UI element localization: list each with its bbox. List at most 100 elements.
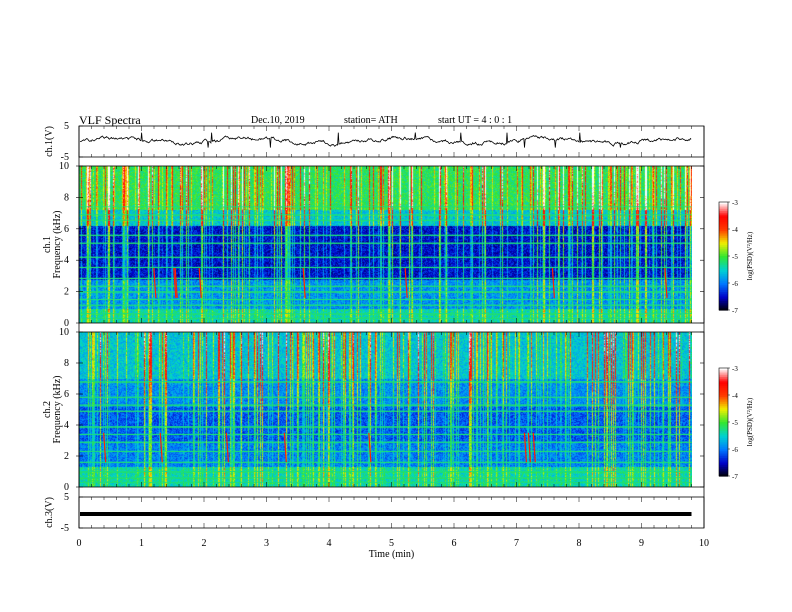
colorbar-swatch [719, 402, 728, 405]
ch2-spectrogram-colorbar: -3 -4 -5 -6 -7 log(PSD)(V²/Hz) [718, 365, 754, 481]
colorbar-swatch [719, 407, 728, 410]
tweek-mark [159, 432, 163, 463]
colorbar-tick: -4 [732, 226, 738, 234]
colorbar-swatch [719, 404, 728, 407]
colorbar-swatch [719, 299, 728, 302]
ch2-spectrogram-ytick: 10 [59, 327, 69, 338]
colorbar-tick: -3 [732, 199, 738, 207]
colorbar-swatch [719, 241, 728, 244]
ch1-spectrogram-channel-label: ch.1 [42, 236, 53, 253]
colorbar-swatch [719, 380, 728, 383]
tweek-mark [404, 268, 408, 298]
ch3-waveform-ytick: 5 [64, 492, 69, 503]
colorbar-swatch [719, 266, 728, 270]
colorbar-swatch [719, 456, 728, 459]
ch2-spectrogram-channel-label: ch.2 [42, 401, 53, 418]
colorbar-swatch [719, 470, 728, 473]
ch1-waveform-ylabel: ch.1(V) [44, 126, 55, 157]
tweek-mark [103, 432, 107, 463]
colorbar-swatch [719, 284, 728, 288]
colorbar-swatch [719, 450, 728, 454]
ch1-spectrogram-ylabel: Frequency (kHz) [52, 210, 63, 278]
colorbar-swatch [719, 396, 728, 400]
station-label: station= ATH [344, 115, 398, 126]
colorbar-tick: -7 [732, 473, 738, 481]
colorbar-swatch [719, 405, 728, 409]
colorbar-swatch [719, 252, 728, 255]
colorbar-swatch [719, 232, 728, 235]
colorbar-swatch [719, 265, 728, 268]
tweek-mark [174, 268, 178, 298]
colorbar-swatch [719, 290, 728, 293]
time-axis: 0 1 2 3 4 5 6 7 8 9 10 Time (min) [77, 126, 709, 560]
tweek-mark [527, 432, 531, 463]
colorbar-swatch [719, 420, 728, 423]
ch1-spectrogram-colorbar: -3 -4 -5 -6 -7 log(PSD)(V²/Hz) [718, 199, 754, 315]
colorbar-swatch [719, 371, 728, 374]
chart-title: VLF Spectra [79, 113, 141, 127]
colorbar-swatch [719, 434, 728, 437]
ch3-waveform: 5 -5 ch.3(V) [44, 492, 705, 534]
colorbar-swatch [719, 443, 728, 446]
tweek-mark [523, 432, 527, 463]
ch1-waveform-ytick: 5 [64, 121, 69, 132]
colorbar-swatch [719, 227, 728, 230]
colorbar-swatch [719, 377, 728, 380]
colorbar-swatch [719, 214, 728, 217]
ch2-spectrogram-ytick: 6 [64, 389, 69, 400]
colorbar-swatch [719, 297, 728, 300]
tweek-mark [283, 432, 287, 463]
time-axis-tick: 4 [327, 538, 332, 549]
tweek-mark [664, 268, 668, 298]
colorbar-swatch [719, 425, 728, 428]
colorbar-swatch [719, 445, 728, 448]
time-axis-tick: 3 [264, 538, 269, 549]
colorbar-swatch [719, 378, 728, 382]
colorbar-swatch [719, 369, 728, 373]
ch2-spectrogram-ylabel: Frequency (kHz) [52, 375, 63, 443]
colorbar-swatch [719, 467, 728, 470]
colorbar-swatch [719, 239, 728, 243]
colorbar-swatch [719, 423, 728, 427]
time-axis-tick: 10 [699, 538, 709, 549]
ch1-spectrogram-ytick: 6 [64, 224, 69, 235]
colorbar-swatch [719, 461, 728, 464]
colorbar-swatch [719, 436, 728, 439]
colorbar-swatch [719, 209, 728, 212]
tweek-mark [225, 432, 229, 463]
ch1-spectrogram-ytick: 8 [64, 192, 69, 203]
colorbar-swatch [719, 211, 728, 214]
ch1-spectrogram-ytick: 2 [64, 287, 69, 298]
ch1-spectrogram-image [79, 166, 692, 323]
ch1-spectrogram-ytick: 0 [64, 318, 69, 329]
colorbar-tick: -5 [732, 419, 738, 427]
colorbar-swatch [719, 468, 728, 472]
colorbar-swatch [719, 431, 728, 434]
tweek-mark [532, 432, 536, 463]
colorbar-swatch [719, 441, 728, 445]
colorbar-swatch [719, 261, 728, 264]
colorbar-swatch [719, 474, 728, 477]
colorbar-swatch [719, 220, 728, 223]
colorbar-swatch [719, 387, 728, 391]
ch2-spectrogram-ytick: 4 [64, 420, 69, 431]
colorbar-swatch [719, 375, 728, 378]
colorbar-swatch [719, 225, 728, 228]
colorbar-swatch [719, 254, 728, 257]
colorbar-swatch [719, 277, 728, 280]
colorbar-tick: -4 [732, 392, 738, 400]
colorbar-swatch [719, 281, 728, 284]
colorbar-label: log(PSD)(V²/Hz) [746, 231, 754, 280]
colorbar-swatch [719, 449, 728, 452]
colorbar-swatch [719, 238, 728, 241]
colorbar-swatch [719, 308, 728, 311]
colorbar-tick: -6 [732, 446, 738, 454]
colorbar-swatch [719, 268, 728, 271]
colorbar-swatch [719, 438, 728, 441]
colorbar-swatch [719, 283, 728, 286]
colorbar-swatch [719, 398, 728, 401]
colorbar-swatch [719, 306, 728, 309]
colorbar-swatch [719, 203, 728, 207]
ch3-waveform-ylabel: ch.3(V) [44, 497, 55, 528]
colorbar-swatch [719, 395, 728, 398]
